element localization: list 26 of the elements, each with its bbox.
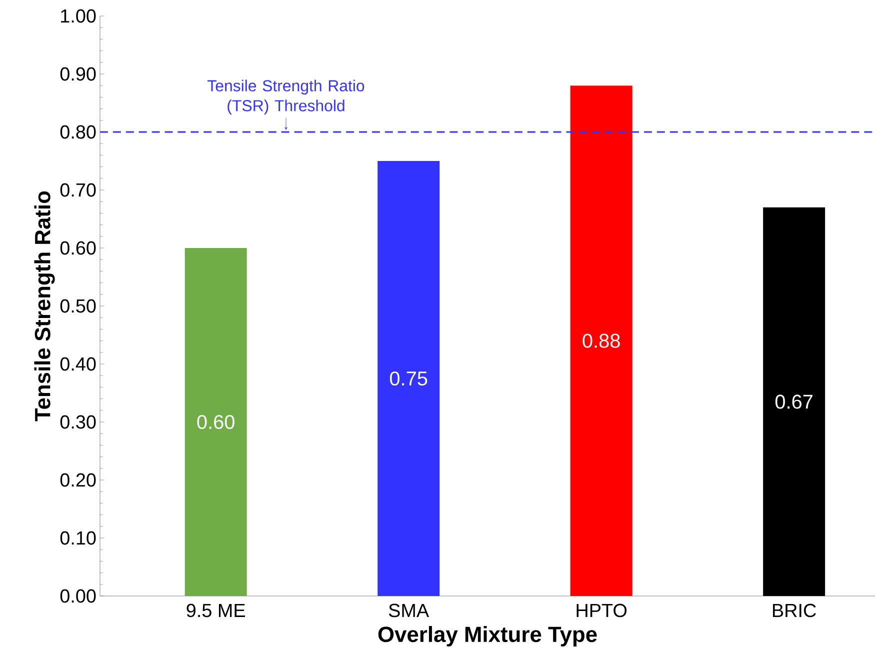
y-tick-label: 0.40 bbox=[60, 357, 96, 371]
y-tick-label: 0.90 bbox=[60, 67, 96, 81]
y-tick-label: 0.00 bbox=[60, 589, 96, 603]
y-tick-label: 0.20 bbox=[60, 473, 96, 487]
y-tick-label: 1.00 bbox=[61, 9, 96, 23]
x-tick-label: BRIC bbox=[772, 604, 816, 618]
x-tick-label: SMA bbox=[388, 604, 430, 618]
data-label: 0.67 bbox=[775, 394, 812, 409]
y-tick-label: 0.10 bbox=[60, 531, 96, 545]
data-label: 0.88 bbox=[582, 334, 620, 348]
y-tick-label: 0.30 bbox=[60, 415, 96, 429]
data-label: 0.75 bbox=[390, 371, 428, 386]
bar bbox=[570, 86, 632, 596]
bar bbox=[763, 207, 826, 596]
y-tick-label: 0.70 bbox=[60, 183, 96, 197]
y-axis-title: Tensile Strength Ratio bbox=[34, 191, 55, 422]
y-tick-label: 0.60 bbox=[60, 241, 96, 255]
x-tick-label: 9.5 ME bbox=[186, 604, 245, 618]
y-tick-label: 0.50 bbox=[60, 299, 96, 313]
data-label: 0.60 bbox=[197, 414, 234, 430]
y-tick-label: 0.80 bbox=[60, 125, 96, 139]
x-axis-title: Overlay Mixture Type bbox=[378, 626, 597, 646]
bar bbox=[184, 248, 247, 596]
x-tick-label: HPTO bbox=[576, 604, 627, 618]
ref-line-label: Tensile Strength Ratio (TSR) Threshold bbox=[208, 80, 364, 114]
bar bbox=[378, 160, 440, 596]
